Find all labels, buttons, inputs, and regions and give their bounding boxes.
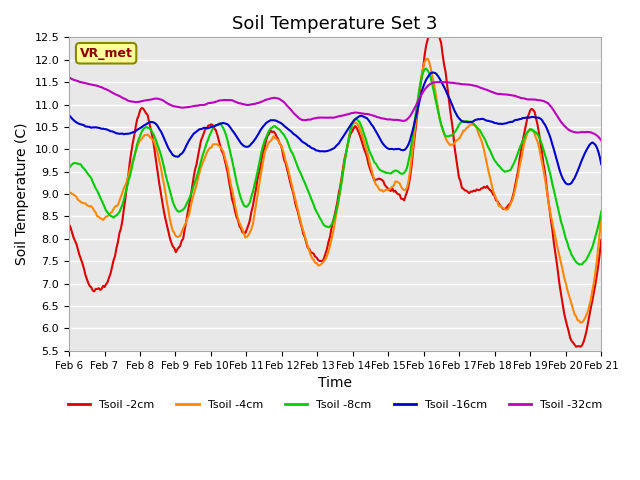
Tsoil -2cm xyxy=(572,344,580,350)
Tsoil -2cm xyxy=(430,26,438,32)
Tsoil -16cm xyxy=(428,70,436,75)
Text: VR_met: VR_met xyxy=(79,47,132,60)
Tsoil -4cm xyxy=(569,307,577,312)
Tsoil -2cm xyxy=(569,340,577,346)
Tsoil -8cm xyxy=(578,262,586,267)
Line: Tsoil -4cm: Tsoil -4cm xyxy=(69,59,601,323)
Tsoil -8cm xyxy=(250,183,258,189)
Tsoil -4cm xyxy=(298,223,306,229)
Tsoil -8cm xyxy=(242,204,250,210)
Tsoil -32cm xyxy=(65,74,73,80)
Tsoil -16cm xyxy=(571,175,579,181)
Tsoil -4cm xyxy=(65,190,73,195)
Tsoil -16cm xyxy=(597,161,605,167)
Tsoil -32cm xyxy=(568,129,575,134)
Tsoil -32cm xyxy=(242,102,250,108)
Tsoil -4cm xyxy=(577,320,584,325)
Tsoil -8cm xyxy=(131,154,138,159)
Tsoil -16cm xyxy=(298,138,306,144)
Tsoil -16cm xyxy=(65,112,73,118)
Tsoil -2cm xyxy=(131,132,138,138)
Tsoil -16cm xyxy=(565,181,573,187)
Tsoil -4cm xyxy=(424,56,431,61)
Legend: Tsoil -2cm, Tsoil -4cm, Tsoil -8cm, Tsoil -16cm, Tsoil -32cm: Tsoil -2cm, Tsoil -4cm, Tsoil -8cm, Tsoi… xyxy=(63,396,607,414)
Tsoil -16cm xyxy=(131,129,138,135)
Tsoil -32cm xyxy=(298,117,306,123)
Tsoil -2cm xyxy=(250,194,258,200)
Line: Tsoil -8cm: Tsoil -8cm xyxy=(69,69,601,264)
Tsoil -2cm xyxy=(298,225,306,230)
Tsoil -8cm xyxy=(422,66,430,72)
Line: Tsoil -32cm: Tsoil -32cm xyxy=(69,77,601,141)
Tsoil -16cm xyxy=(250,137,258,143)
Tsoil -2cm xyxy=(242,230,250,236)
Tsoil -8cm xyxy=(597,209,605,215)
Tsoil -4cm xyxy=(242,235,250,240)
Tsoil -32cm xyxy=(597,138,605,144)
X-axis label: Time: Time xyxy=(318,376,352,390)
Tsoil -32cm xyxy=(250,101,258,107)
Tsoil -32cm xyxy=(131,99,138,105)
Y-axis label: Soil Temperature (C): Soil Temperature (C) xyxy=(15,123,29,265)
Line: Tsoil -16cm: Tsoil -16cm xyxy=(69,72,601,184)
Tsoil -8cm xyxy=(569,254,577,260)
Tsoil -8cm xyxy=(224,138,232,144)
Tsoil -8cm xyxy=(65,165,73,171)
Tsoil -2cm xyxy=(65,221,73,227)
Tsoil -4cm xyxy=(224,165,232,170)
Tsoil -8cm xyxy=(298,173,306,179)
Tsoil -2cm xyxy=(224,170,232,176)
Tsoil -2cm xyxy=(597,237,605,243)
Tsoil -4cm xyxy=(250,213,258,218)
Tsoil -16cm xyxy=(224,121,232,127)
Title: Soil Temperature Set 3: Soil Temperature Set 3 xyxy=(232,15,438,33)
Tsoil -32cm xyxy=(224,97,232,103)
Line: Tsoil -2cm: Tsoil -2cm xyxy=(69,29,601,347)
Tsoil -4cm xyxy=(131,154,138,160)
Tsoil -4cm xyxy=(597,213,605,219)
Tsoil -16cm xyxy=(242,144,250,149)
